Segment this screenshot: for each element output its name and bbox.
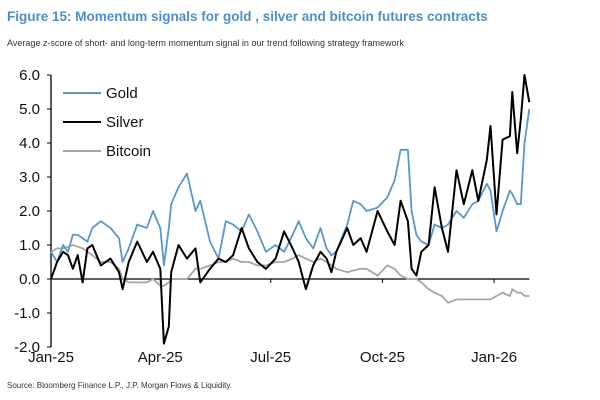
y-tick-label: -1.0	[14, 305, 40, 322]
y-axis: 6.0 5.0 4.0 3.0 2.0 1.0 0.0 -1.0 -2.0	[14, 67, 52, 356]
y-tick-label: 6.0	[19, 67, 40, 84]
x-tick-label: Oct-25	[360, 349, 405, 366]
series-lines	[50, 74, 531, 345]
figure-title: Figure 15: Momentum signals for gold , s…	[7, 9, 488, 24]
x-tick-label: Jul-25	[250, 349, 291, 366]
series-line-bitcoin	[50, 244, 530, 304]
legend-label-gold: Gold	[106, 85, 138, 102]
legend-label-bitcoin: Bitcoin	[106, 143, 151, 160]
y-tick-label: 3.0	[19, 169, 40, 186]
series-line-silver	[50, 74, 531, 345]
series-line-gold	[50, 108, 531, 267]
x-tick-label: Jan-26	[471, 349, 517, 366]
figure-subtitle: Average z-score of short- and long-term …	[7, 38, 405, 48]
x-tick-label: Jan-25	[28, 349, 74, 366]
source-note: Source: Bloomberg Finance L.P., J.P. Mor…	[7, 381, 233, 390]
legend: Gold Silver Bitcoin	[63, 85, 151, 160]
y-tick-label: 5.0	[19, 101, 40, 118]
y-tick-label: -2.0	[14, 339, 40, 356]
y-tick-label: 4.0	[19, 135, 40, 152]
legend-label-silver: Silver	[106, 114, 144, 131]
y-tick-label: 2.0	[19, 203, 40, 220]
y-tick-label: 1.0	[19, 237, 40, 254]
x-tick-label: Apr-25	[138, 349, 183, 366]
x-axis: Jan-25 Apr-25 Jul-25 Oct-25 Jan-26	[28, 278, 530, 366]
y-tick-label: 0.0	[19, 271, 40, 288]
